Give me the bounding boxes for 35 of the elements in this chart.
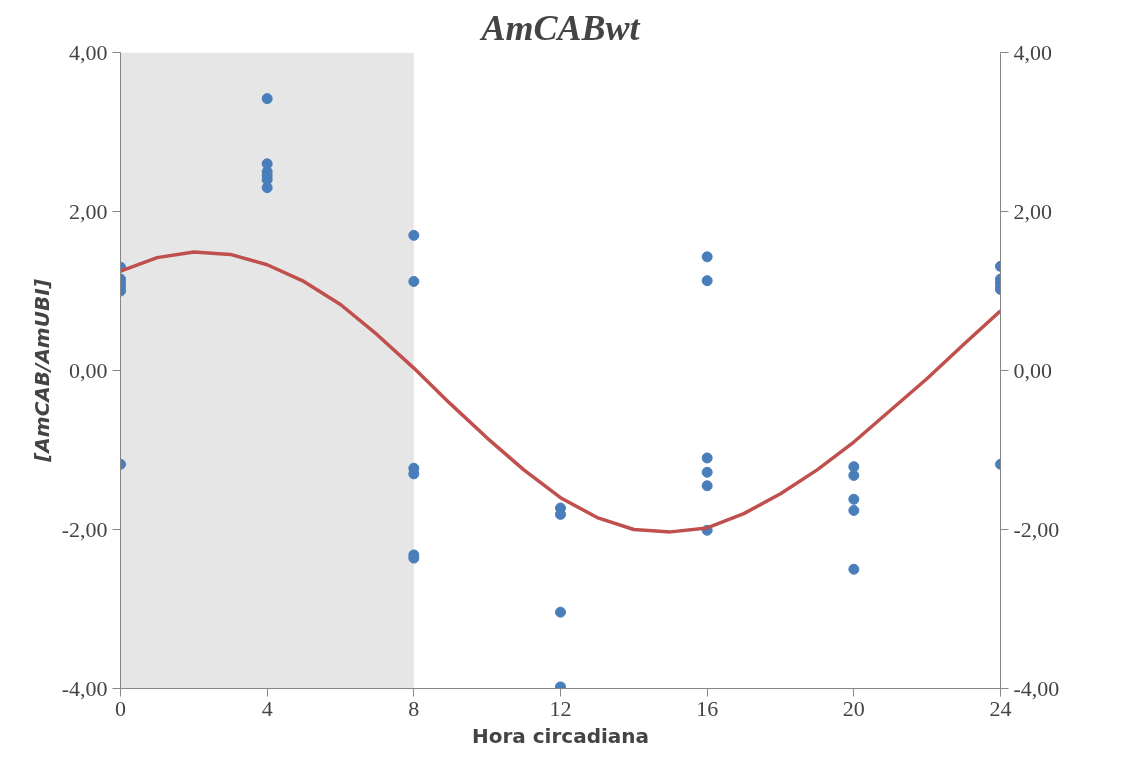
point [261,93,273,105]
y-tick-label: 4,00 [69,39,108,65]
point [408,229,420,241]
x-tick-label: 16 [696,695,719,721]
point [848,563,860,575]
point [408,275,420,287]
point [701,466,713,478]
y2-tick-label: 2,00 [1013,198,1052,224]
point [848,493,860,505]
point [701,275,713,287]
y2-tick-label: 4,00 [1013,39,1052,65]
y-tick-label: -4,00 [61,675,108,701]
point [701,480,713,492]
y2-tick-label: -4,00 [1013,675,1060,701]
point [555,606,566,618]
point [701,251,713,263]
point [555,681,566,689]
x-tick-label: 20 [842,695,865,721]
point [261,182,273,194]
point [701,452,713,464]
line-series [120,250,1001,534]
x-tick-label: 4 [261,695,273,721]
y-axis-title: [AmCAB/AmUBI] [29,279,54,463]
y2-tick-label: -2,00 [1013,516,1060,542]
x-tick-label: 12 [549,695,572,721]
y-tick-label: 2,00 [69,198,108,224]
x-tick-label: 8 [408,695,420,721]
x-axis-title: Hora circadiana [471,723,650,748]
chart-title: AmCABwt [479,7,641,48]
y2-tick-label: 0,00 [1013,357,1052,383]
y-tick-label: 0,00 [69,357,108,383]
x-tick-label: 24 [989,695,1012,721]
point [848,504,860,516]
x-tick-label: 0 [115,695,126,721]
y-tick-label: -2,00 [61,516,108,542]
